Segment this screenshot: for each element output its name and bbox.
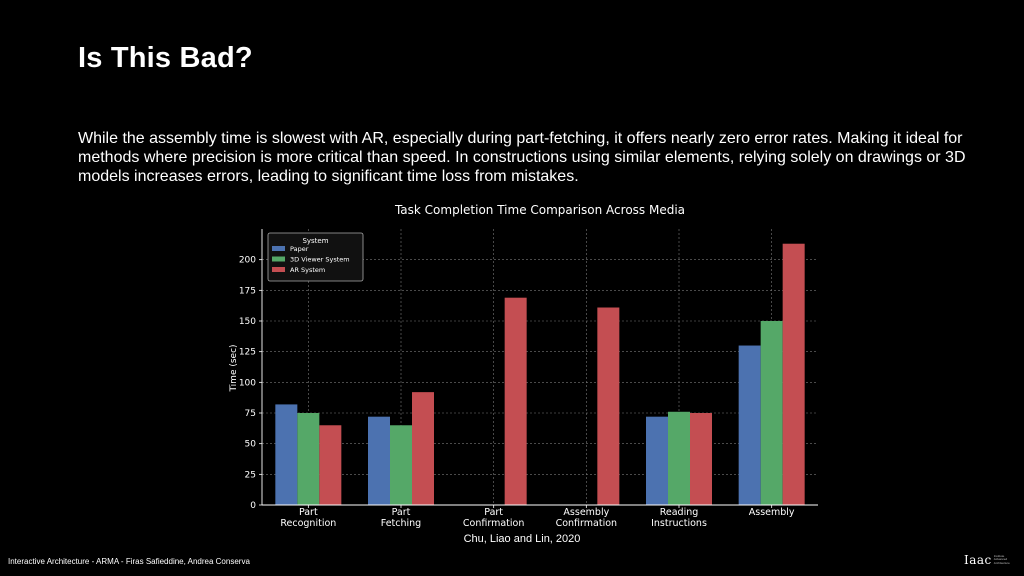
slide-body-text: While the assembly time is slowest with …: [78, 130, 966, 185]
x-tick-label: Confirmation: [556, 518, 617, 529]
y-tick-label: 150: [239, 317, 256, 327]
y-tick-label: 125: [239, 348, 256, 358]
slide-title: Is This Bad?: [78, 42, 253, 74]
legend-swatch: [272, 246, 285, 251]
axes: 0255075100125150175200PartRecognitionPar…: [239, 229, 818, 529]
legend-swatch: [272, 267, 285, 272]
y-tick-label: 100: [239, 378, 256, 388]
legend-box: [267, 232, 364, 282]
bar-paper: [738, 345, 761, 505]
x-tick-label: Reading: [660, 507, 699, 518]
bar-ar-system: [319, 425, 342, 505]
legend: System Paper 3D Viewer System AR System: [267, 232, 364, 282]
bar-paper: [368, 416, 390, 505]
legend-swatch: [272, 256, 285, 262]
bar-3d-viewer-system: [390, 425, 412, 505]
x-tick-label: Part: [392, 507, 411, 518]
y-tick-label: 0: [250, 501, 256, 511]
logo-line: Advanced: [993, 557, 1008, 562]
x-tick-label: Part: [299, 507, 318, 518]
y-axis-label: Time (sec): [229, 344, 239, 392]
logo-mark: Iaac: [964, 553, 992, 567]
y-tick-label: 200: [239, 256, 256, 266]
bar-ar-system: [412, 392, 434, 505]
logo-subtext: Institute Advanced Architecture: [993, 553, 1010, 566]
x-tick-label: Fetching: [381, 518, 421, 529]
bars: [275, 243, 805, 505]
x-tick-label: Recognition: [280, 518, 336, 529]
bar-3d-viewer-system: [668, 411, 690, 505]
y-tick-label: 50: [245, 440, 257, 450]
bar-ar-system: [597, 307, 620, 505]
x-tick-label: Part: [484, 507, 503, 518]
legend-entry-label: 3D Viewer System: [290, 256, 350, 264]
x-tick-label: Assembly: [563, 507, 609, 518]
bar-paper: [275, 404, 298, 505]
bar-ar-system: [782, 243, 805, 505]
logo-line: Institute: [993, 553, 1005, 558]
figure-caption: Chu, Liao and Lin, 2020: [0, 533, 1024, 545]
x-tick-label: Assembly: [749, 507, 795, 518]
footer-credits: Interactive Architecture - ARMA - Firas …: [8, 557, 250, 566]
legend-entry-label: Paper: [290, 245, 309, 253]
bar-3d-viewer-system: [297, 413, 320, 505]
chart-title: Task Completion Time Comparison Across M…: [394, 203, 685, 217]
legend-title: System: [302, 237, 328, 245]
y-tick-label: 75: [245, 409, 256, 419]
x-tick-label: Instructions: [651, 518, 707, 529]
y-tick-label: 25: [245, 470, 256, 480]
iaac-logo: Iaac Institute Advanced Architecture: [964, 553, 1010, 567]
x-tick-label: Confirmation: [463, 518, 524, 529]
legend-entry-label: AR System: [290, 266, 325, 274]
bar-paper: [646, 416, 668, 505]
y-tick-label: 175: [239, 286, 256, 296]
bar-ar-system: [690, 413, 712, 505]
bar-3d-viewer-system: [760, 321, 783, 505]
caption-text: Chu, Liao and Lin, 2020: [463, 533, 581, 545]
bar-ar-system: [504, 297, 527, 505]
logo-line: Architecture: [993, 560, 1010, 565]
